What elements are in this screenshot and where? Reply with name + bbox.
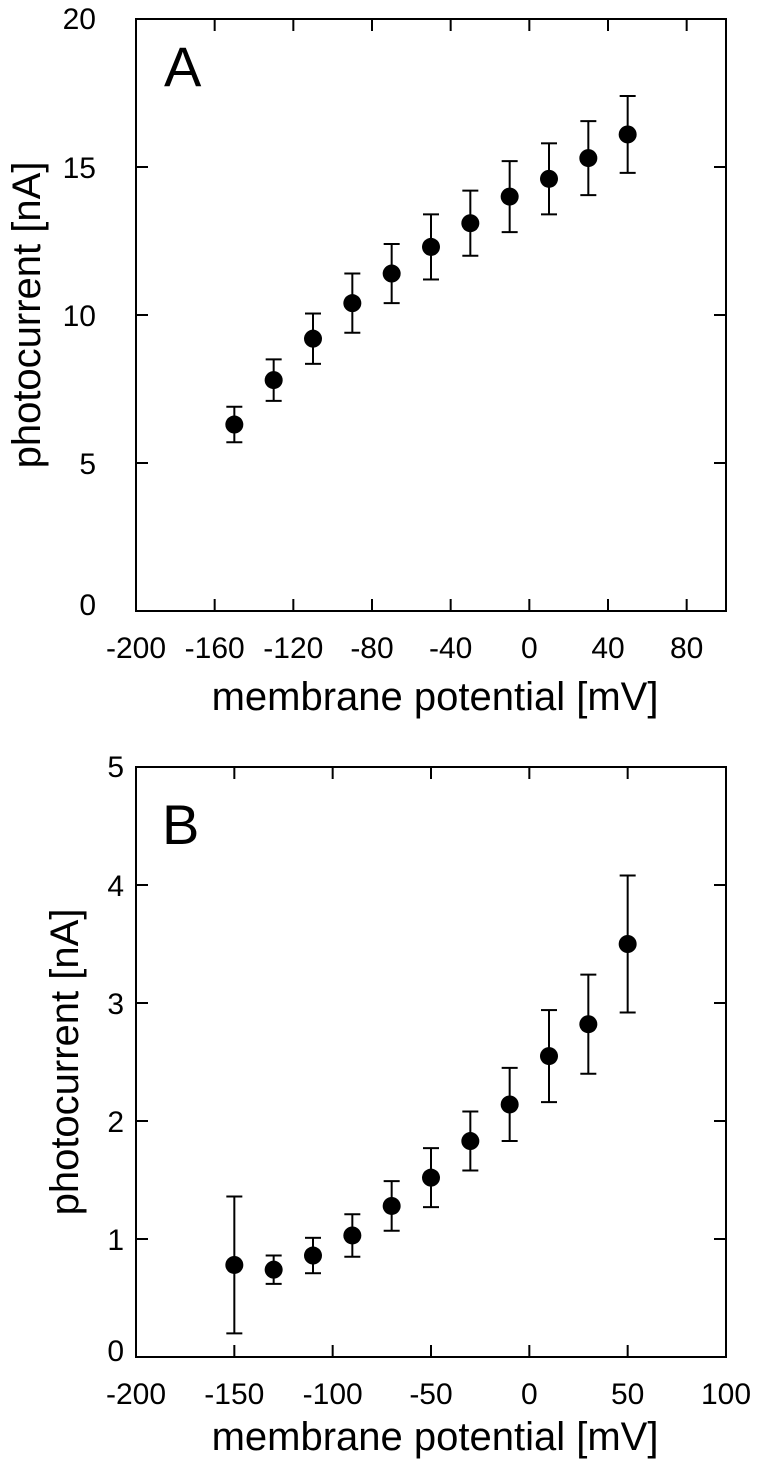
y-tick-label: 4 xyxy=(107,870,124,903)
data-point xyxy=(461,214,480,233)
data-point xyxy=(225,1255,244,1274)
panel-a: -200 -160 -120 -80 -40 0 40 80 0 5 10 15 20 membrane … xyxy=(5,3,727,719)
x-tick-label: 100 xyxy=(701,1378,751,1411)
plot-frame xyxy=(135,18,727,612)
x-axis-title: membrane potential [mV] xyxy=(212,1415,659,1459)
data-point xyxy=(540,1047,558,1066)
x-tick-label: -150 xyxy=(204,1378,264,1411)
x-tick-label: -200 xyxy=(106,632,166,665)
y-tick-label: 5 xyxy=(79,448,96,481)
y-tick-label: 3 xyxy=(107,988,124,1021)
data-point xyxy=(579,149,598,168)
data-point xyxy=(264,371,283,390)
x-tick-label: -100 xyxy=(303,1378,363,1411)
y-tick-label: 1 xyxy=(107,1224,124,1257)
data-point xyxy=(422,237,440,256)
y-tick-label: 2 xyxy=(107,1106,124,1139)
x-tick-label: -120 xyxy=(263,632,323,665)
data-point xyxy=(304,329,322,348)
data-point xyxy=(382,1196,401,1215)
data-point xyxy=(618,125,637,144)
y-tick-label: 10 xyxy=(63,300,96,333)
y-tick-label: 5 xyxy=(107,751,124,784)
x-tick-label: -40 xyxy=(429,632,472,665)
data-point xyxy=(422,1168,440,1187)
y-axis-title: photocurrent [nA] xyxy=(5,162,49,469)
x-axis-title: membrane potential [mV] xyxy=(212,675,659,719)
x-tick-label: 40 xyxy=(591,632,624,665)
y-tick-label: 20 xyxy=(63,3,96,36)
x-tick-label: 0 xyxy=(521,1378,538,1411)
data-point xyxy=(225,415,244,434)
plot-frame xyxy=(135,766,727,1358)
panel-letter: B xyxy=(162,793,199,856)
data-point xyxy=(264,1260,283,1279)
y-tick-label: 0 xyxy=(107,1335,124,1368)
x-tick-label: 50 xyxy=(611,1378,644,1411)
x-tick-label: -160 xyxy=(185,632,245,665)
x-tick-label: -80 xyxy=(350,632,393,665)
data-point xyxy=(618,935,637,953)
data-point xyxy=(500,187,519,206)
x-tick-label: -200 xyxy=(106,1378,166,1411)
data-point xyxy=(579,1015,598,1034)
y-tick-label: 15 xyxy=(63,152,96,185)
y-tick-label: 0 xyxy=(79,589,96,622)
data-point xyxy=(382,264,401,283)
data-point xyxy=(461,1132,480,1151)
data-point xyxy=(304,1246,322,1265)
data-point xyxy=(500,1095,519,1114)
data-point xyxy=(343,1226,362,1245)
x-tick-label: 0 xyxy=(521,632,538,665)
panel-b: -200 -150 -100 -50 0 50 100 0 1 2 3 4 5 membrane pote… xyxy=(43,751,751,1459)
y-axis-title: photocurrent [nA] xyxy=(43,909,87,1216)
x-tick-label: -50 xyxy=(409,1378,452,1411)
data-point xyxy=(343,294,362,313)
panel-letter: A xyxy=(164,35,202,98)
data-point xyxy=(540,169,558,188)
x-tick-label: 80 xyxy=(670,632,703,665)
